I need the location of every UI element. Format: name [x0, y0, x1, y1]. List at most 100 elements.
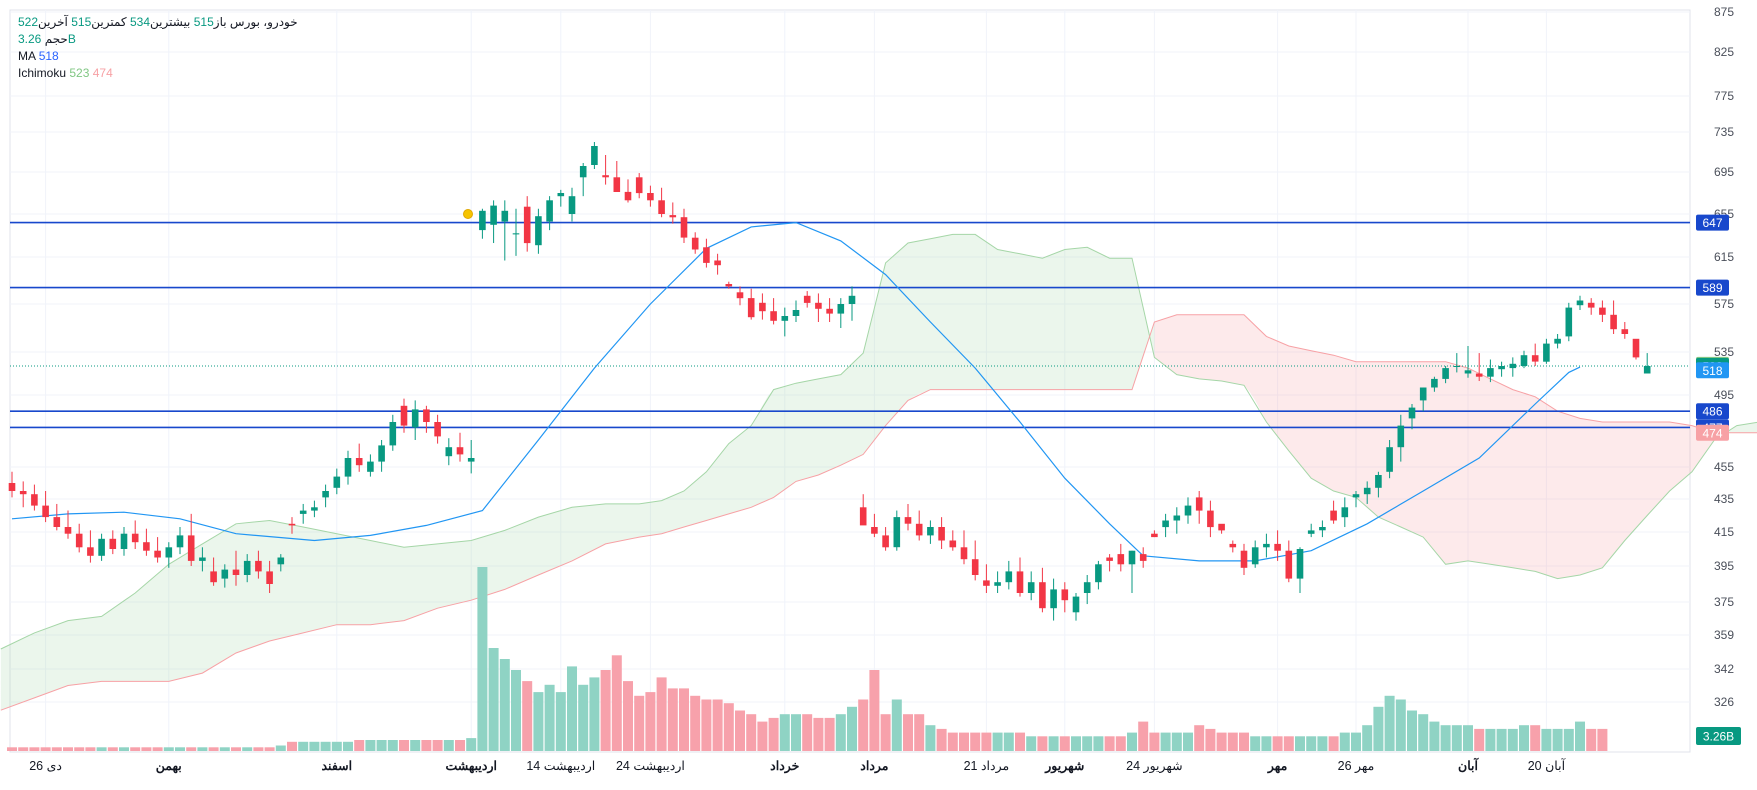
candle[interactable] — [647, 185, 654, 207]
candle[interactable] — [19, 481, 27, 508]
candle[interactable] — [669, 202, 677, 224]
candle[interactable] — [736, 286, 744, 306]
candle[interactable] — [1027, 571, 1035, 601]
candle[interactable] — [1621, 322, 1629, 339]
event-marker-icon[interactable] — [463, 209, 473, 219]
candle[interactable] — [759, 293, 766, 320]
candle[interactable] — [1363, 481, 1371, 504]
candle[interactable] — [792, 300, 800, 322]
candle[interactable] — [1162, 513, 1169, 538]
candle[interactable] — [1083, 575, 1091, 605]
candle[interactable] — [523, 196, 531, 252]
candle[interactable] — [635, 173, 643, 199]
candle[interactable] — [837, 298, 845, 328]
candle[interactable] — [53, 503, 61, 531]
candle[interactable] — [680, 208, 688, 244]
candle[interactable] — [299, 503, 307, 524]
candle[interactable] — [1050, 578, 1057, 621]
candle[interactable] — [434, 414, 441, 444]
candle[interactable] — [423, 405, 430, 433]
candle[interactable] — [602, 155, 609, 185]
candle[interactable] — [1352, 491, 1360, 508]
candle[interactable] — [109, 530, 117, 555]
time-axis[interactable]: 26 دی بهمن اسفند اردیبهشت 14 اردیبهشت 24 اردی… — [29, 757, 1566, 774]
candle[interactable] — [691, 232, 699, 254]
candle[interactable] — [1106, 554, 1113, 572]
candle[interactable] — [1587, 298, 1595, 315]
candle[interactable] — [322, 484, 329, 508]
candle[interactable] — [411, 400, 419, 440]
candle[interactable] — [199, 547, 206, 572]
candle[interactable] — [725, 281, 733, 289]
candle[interactable] — [143, 528, 150, 556]
candle[interactable] — [949, 530, 957, 551]
candle[interactable] — [445, 438, 453, 466]
price-axis[interactable]: 8758257757356956556155755354954554354153… — [1714, 5, 1734, 709]
candle[interactable] — [579, 163, 587, 197]
candle[interactable] — [1207, 500, 1214, 538]
candle[interactable] — [1117, 543, 1125, 572]
candle[interactable] — [1095, 560, 1102, 590]
candle[interactable] — [568, 187, 576, 222]
candle[interactable] — [893, 510, 901, 551]
candle[interactable] — [1442, 365, 1449, 384]
candle[interactable] — [1229, 540, 1237, 553]
candle[interactable] — [1330, 500, 1337, 524]
candle[interactable] — [1599, 300, 1606, 322]
candle[interactable] — [1453, 353, 1461, 373]
candle[interactable] — [479, 208, 486, 239]
candle[interactable] — [1464, 346, 1472, 378]
candle[interactable] — [1240, 543, 1248, 575]
candle[interactable] — [87, 530, 94, 563]
candle[interactable] — [355, 443, 363, 472]
candle[interactable] — [333, 468, 341, 495]
candle[interactable] — [176, 527, 184, 555]
candle[interactable] — [1296, 547, 1304, 593]
candle[interactable] — [1072, 593, 1080, 621]
candle[interactable] — [535, 208, 542, 254]
candle[interactable] — [714, 253, 721, 275]
candle[interactable] — [658, 187, 665, 218]
candle[interactable] — [8, 471, 16, 498]
candle[interactable] — [1251, 540, 1259, 568]
candle[interactable] — [960, 530, 968, 565]
candle[interactable] — [490, 200, 497, 244]
candle[interactable] — [42, 491, 49, 523]
candle[interactable] — [781, 307, 789, 337]
candle[interactable] — [154, 537, 161, 563]
candle[interactable] — [98, 533, 105, 561]
candle[interactable] — [624, 179, 632, 203]
candle[interactable] — [64, 510, 72, 539]
candle[interactable] — [591, 142, 598, 169]
candle[interactable] — [501, 200, 509, 261]
candle[interactable] — [1419, 387, 1427, 412]
candle[interactable] — [1139, 547, 1147, 568]
candle[interactable] — [255, 550, 262, 579]
candle[interactable] — [1520, 350, 1528, 369]
candle[interactable] — [266, 560, 273, 593]
candle[interactable] — [826, 298, 833, 322]
candle[interactable] — [613, 161, 621, 192]
candle[interactable] — [1554, 334, 1561, 349]
candle[interactable] — [344, 450, 352, 485]
candle[interactable] — [1509, 357, 1517, 377]
candle[interactable] — [1128, 550, 1136, 593]
candle[interactable] — [210, 557, 217, 586]
candle[interactable] — [703, 238, 710, 268]
candle[interactable] — [1039, 567, 1046, 613]
candle[interactable] — [747, 288, 755, 320]
candle[interactable] — [904, 503, 912, 531]
candle[interactable] — [311, 500, 318, 518]
candle[interactable] — [1565, 302, 1573, 342]
candle[interactable] — [871, 513, 878, 538]
candle[interactable] — [378, 440, 385, 472]
candle[interactable] — [467, 440, 475, 474]
candle[interactable] — [1151, 530, 1158, 538]
candle[interactable] — [1173, 507, 1181, 534]
candle[interactable] — [367, 454, 374, 477]
candle[interactable] — [915, 510, 923, 541]
candle[interactable] — [1632, 338, 1640, 360]
candle[interactable] — [1341, 497, 1349, 528]
candle[interactable] — [1643, 353, 1651, 374]
